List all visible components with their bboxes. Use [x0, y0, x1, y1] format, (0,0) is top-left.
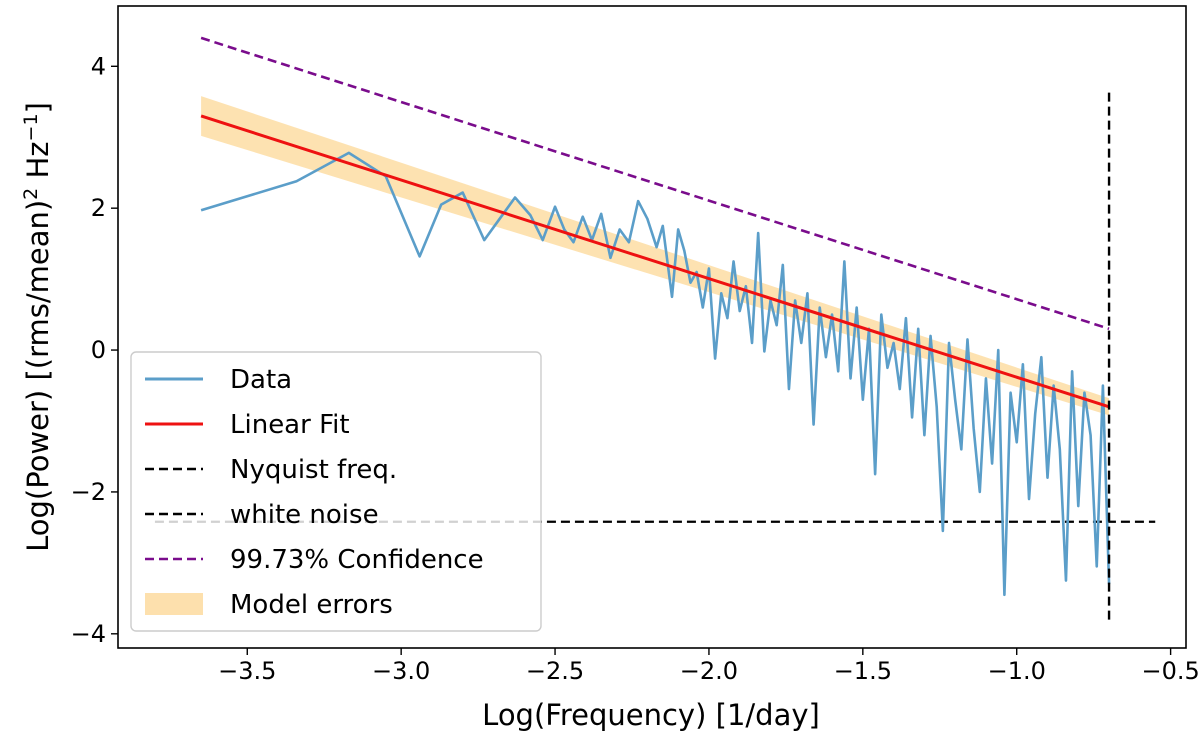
x-tick-label: −2.5 — [526, 657, 584, 685]
x-tick-label: −3.5 — [218, 657, 276, 685]
legend-label: 99.73% Confidence — [230, 545, 484, 575]
y-tick-label: −2 — [71, 478, 106, 506]
x-tick-label: −3.0 — [372, 657, 430, 685]
confidence-line — [200, 36, 1110, 331]
y-axis-label-mid: Hz — [21, 141, 55, 187]
y-axis-label-sup1: 2 — [20, 188, 42, 200]
legend-label: Linear Fit — [230, 410, 350, 440]
y-axis-label: Log(Power) [(rms/mean)2 Hz−1] — [20, 102, 55, 552]
linear-fit-line — [200, 114, 1110, 409]
y-axis-label-main: Log(Power) [(rms/mean) — [21, 200, 55, 552]
plot-area — [154, 36, 1156, 620]
x-tick-label: −2.0 — [680, 657, 738, 685]
legend-label: Model errors — [230, 590, 393, 620]
legend: Data Linear Fit Nyquist freq. white noise 99… — [130, 351, 542, 632]
y-tick-label: 2 — [91, 194, 106, 222]
x-axis-label: Log(Frequency) [1/day] — [482, 698, 820, 732]
y-axis-label-sup2: −1 — [20, 113, 42, 141]
x-tick-label: −1.5 — [834, 657, 892, 685]
axes: −3.5 −3.0 −2.5 −2.0 −1.5 −1.0 −0.5 −4 −2 0 2 4 — [71, 5, 1200, 685]
legend-label: Nyquist freq. — [230, 455, 397, 485]
x-tick-label: −0.5 — [1141, 657, 1199, 685]
axes-frame — [117, 5, 1187, 649]
legend-swatch — [145, 593, 203, 615]
x-tick-label: −1.0 — [988, 657, 1046, 685]
legend-box — [130, 351, 542, 632]
y-tick-label: 4 — [91, 52, 106, 80]
y-tick-label: 0 — [91, 336, 106, 364]
y-tick-label: −4 — [71, 620, 106, 648]
y-axis-label-end: ] — [21, 102, 55, 113]
legend-label: Data — [230, 365, 292, 395]
legend-label: white noise — [230, 500, 379, 530]
